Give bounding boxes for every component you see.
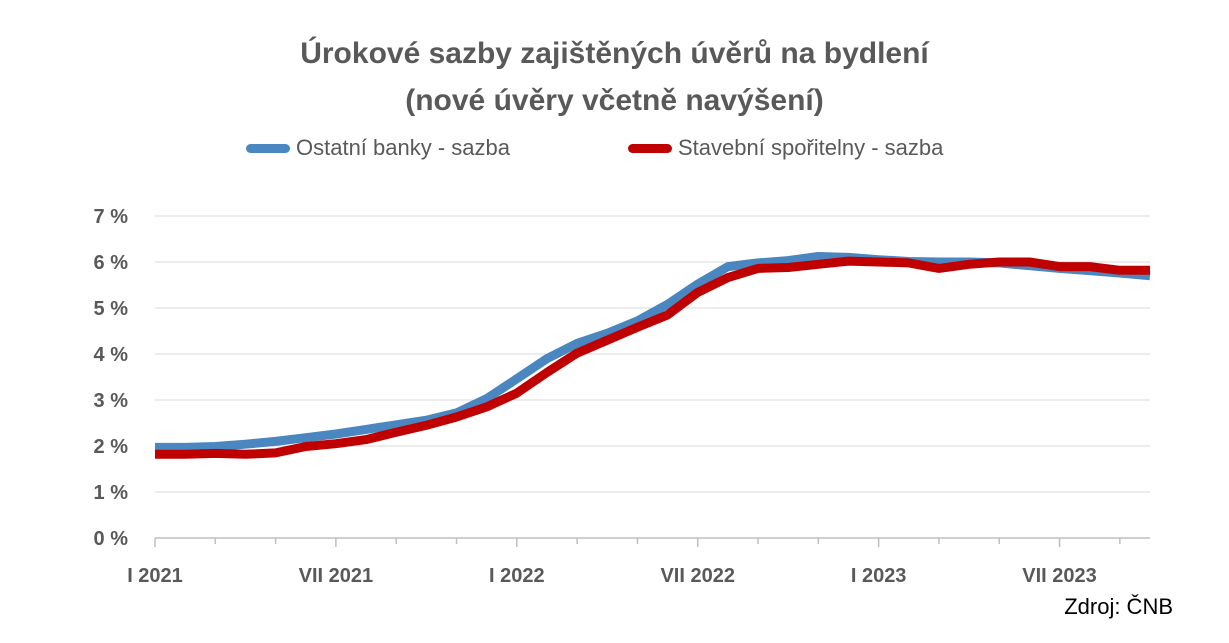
y-tick-label: 0 % [94,528,129,550]
legend-item-stavebni-sporitelny: Stavební spořitelny - sazba [628,133,943,163]
data-point-0 [546,358,547,359]
data-point-0 [607,333,608,334]
data-point-1 [546,372,547,373]
data-point-1 [878,262,879,263]
data-point-1 [305,446,306,447]
data-point-1 [456,417,457,418]
legend-label-ostatni-banky: Ostatní banky - sazba [296,135,510,160]
data-point-1 [245,454,246,455]
data-point-1 [275,452,276,453]
data-point-1 [1029,262,1030,263]
data-point-1 [577,353,578,354]
data-point-1 [1059,266,1060,267]
data-point-1 [969,264,970,265]
data-point-1 [486,406,487,407]
data-point-1 [426,425,427,426]
data-point-0 [396,424,397,425]
data-point-1 [516,393,517,394]
data-point-0 [1150,275,1151,276]
x-tick-label: VII 2023 [1022,565,1097,587]
chart-title-line-1: Úrokové sazby zajištěných úvěrů na bydle… [300,37,929,70]
data-point-0 [667,304,668,305]
data-point-1 [938,268,939,269]
y-tick-label: 6 % [94,252,129,274]
data-point-1 [185,454,186,455]
data-point-1 [607,340,608,341]
data-point-1 [155,454,156,455]
data-point-0 [788,260,789,261]
data-point-0 [818,256,819,257]
x-tick-label: I 2022 [489,565,545,587]
chart-title-line-2: (nové úvěry včetně navýšení) [405,84,824,117]
y-tick-label: 7 % [94,206,129,228]
data-point-0 [486,398,487,399]
data-point-0 [245,444,246,445]
legend-item-ostatni-banky: Ostatní banky - sazba [246,133,510,163]
series-line-0 [155,252,1151,452]
source-note: Zdroj: ČNB [1064,594,1173,619]
data-point-1 [1089,266,1090,267]
data-point-0 [938,262,939,263]
data-point-0 [215,446,216,447]
data-point-1 [667,314,668,315]
y-tick-label: 3 % [94,390,129,412]
data-point-0 [637,320,638,321]
data-point-1 [215,453,216,454]
data-point-0 [275,441,276,442]
x-tick-label: VII 2021 [299,565,374,587]
data-point-0 [727,266,728,267]
data-point-1 [1119,270,1120,271]
legend-swatch-stavebni-sporitelny [628,143,672,153]
data-point-1 [697,292,698,293]
x-tick-label: I 2021 [127,565,183,587]
data-point-0 [335,434,336,435]
x-tick-label: I 2023 [851,565,907,587]
data-point-0 [305,437,306,438]
y-tick-label: 1 % [94,482,129,504]
data-point-1 [727,277,728,278]
data-point-0 [516,378,517,379]
data-point-1 [1150,270,1151,271]
data-point-1 [999,262,1000,263]
data-point-0 [758,262,759,263]
legend-label-stavebni-sporitelny: Stavební spořitelny - sazba [678,135,944,160]
data-point-0 [185,447,186,448]
data-point-1 [818,264,819,265]
data-point-0 [577,343,578,344]
y-tick-label: 4 % [94,344,129,366]
data-point-1 [788,267,789,268]
data-point-0 [155,447,156,448]
data-point-1 [366,439,367,440]
series-line-1 [155,256,1150,459]
data-point-1 [396,432,397,433]
data-point-1 [848,261,849,262]
legend-swatch-ostatni-banky [246,143,290,153]
y-tick-label: 2 % [94,436,129,458]
data-point-1 [758,268,759,269]
data-point-0 [697,284,698,285]
data-point-1 [637,327,638,328]
x-tick-label: VII 2022 [660,565,735,587]
data-point-1 [335,443,336,444]
data-point-0 [366,429,367,430]
data-point-1 [908,262,909,263]
y-tick-label: 5 % [94,298,129,320]
